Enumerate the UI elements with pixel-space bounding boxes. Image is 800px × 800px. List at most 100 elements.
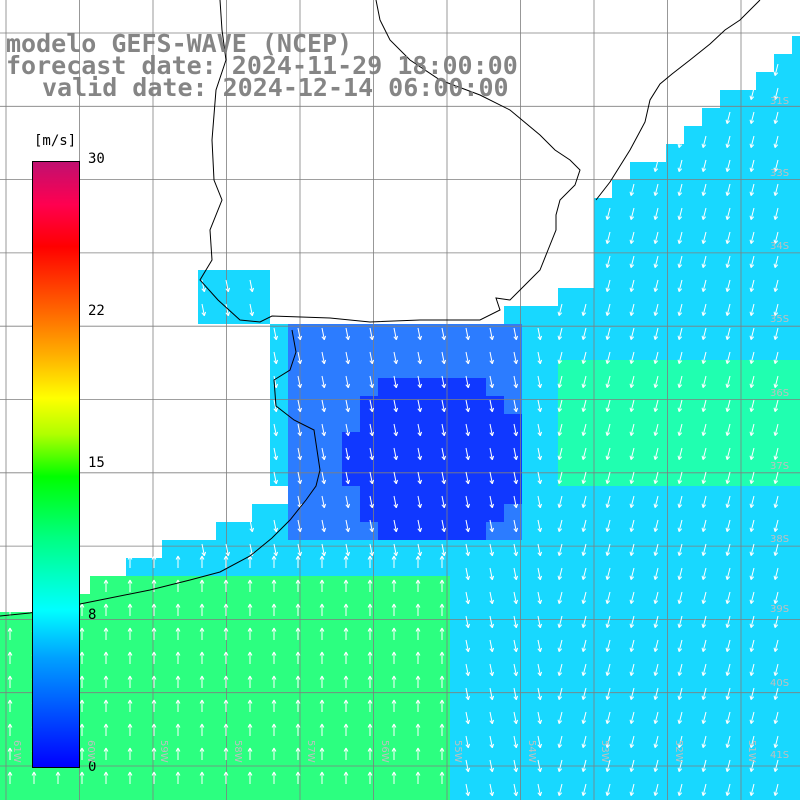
- wind-speed-cell: [198, 576, 216, 594]
- wind-speed-cell: [288, 792, 306, 800]
- wind-speed-cell: [252, 738, 270, 756]
- wind-speed-cell: [792, 198, 800, 216]
- wind-speed-cell: [126, 738, 144, 756]
- wind-speed-cell: [522, 324, 540, 342]
- wind-speed-cell: [378, 360, 396, 378]
- wind-speed-cell: [288, 612, 306, 630]
- wind-speed-cell: [216, 792, 234, 800]
- wind-speed-cell: [612, 630, 630, 648]
- wind-speed-cell: [450, 792, 468, 800]
- wind-arrow: [367, 771, 373, 784]
- wind-speed-cell: [216, 270, 234, 288]
- wind-arrow: [605, 543, 611, 556]
- wind-speed-cell: [324, 702, 342, 720]
- wind-speed-cell: [90, 702, 108, 720]
- wind-speed-field: [0, 36, 800, 800]
- wind-speed-cell: [486, 558, 504, 576]
- wind-speed-cell: [720, 360, 738, 378]
- wind-speed-cell: [612, 648, 630, 666]
- wind-arrow: [415, 675, 421, 688]
- wind-speed-cell: [234, 666, 252, 684]
- wind-arrow: [629, 399, 635, 412]
- wind-speed-cell: [414, 558, 432, 576]
- wind-arrow: [537, 495, 543, 509]
- wind-speed-cell: [774, 720, 792, 738]
- wind-speed-cell: [432, 576, 450, 594]
- wind-speed-cell: [540, 612, 558, 630]
- wind-speed-cell: [540, 486, 558, 504]
- wind-arrow: [369, 519, 375, 533]
- wind-speed-cell: [432, 432, 450, 450]
- wind-arrow: [773, 495, 779, 508]
- wind-speed-cell: [216, 558, 234, 576]
- wind-speed-cell: [738, 720, 756, 738]
- wind-speed-cell: [468, 666, 486, 684]
- wind-speed-cell: [630, 540, 648, 558]
- wind-speed-cell: [216, 288, 234, 306]
- wind-speed-cell: [414, 756, 432, 774]
- wind-arrow: [557, 567, 563, 580]
- wind-arrow: [247, 771, 253, 784]
- wind-speed-cell: [720, 288, 738, 306]
- wind-speed-cell: [522, 774, 540, 792]
- wind-arrow: [271, 651, 277, 664]
- wind-arrow: [513, 519, 519, 533]
- wind-arrow: [199, 675, 205, 688]
- wind-speed-cell: [702, 504, 720, 522]
- latitude-label: 34S: [770, 241, 790, 252]
- wind-speed-cell: [792, 396, 800, 414]
- wind-arrow: [367, 603, 373, 616]
- wind-speed-cell: [666, 216, 684, 234]
- wind-arrow: [773, 615, 779, 628]
- wind-arrow: [629, 759, 635, 772]
- wind-arrow: [369, 327, 375, 341]
- wind-speed-cell: [774, 198, 792, 216]
- wind-speed-cell: [756, 612, 774, 630]
- wind-speed-cell: [468, 432, 486, 450]
- wind-speed-cell: [774, 108, 792, 126]
- wind-speed-cell: [504, 450, 522, 468]
- wind-arrow: [297, 471, 303, 485]
- wind-speed-cell: [792, 576, 800, 594]
- wind-arrow: [175, 627, 181, 640]
- wind-speed-cell: [774, 540, 792, 558]
- wind-speed-cell: [684, 774, 702, 792]
- wind-arrow: [439, 555, 445, 568]
- wind-arrow: [439, 675, 445, 688]
- wind-speed-cell: [666, 504, 684, 522]
- wind-arrow: [415, 651, 421, 664]
- wind-speed-cell: [540, 360, 558, 378]
- wind-speed-cell: [360, 576, 378, 594]
- wind-speed-cell: [378, 486, 396, 504]
- wind-speed-cell: [576, 306, 594, 324]
- wind-speed-cell: [288, 558, 306, 576]
- wind-speed-cell: [342, 702, 360, 720]
- wind-speed-cell: [558, 432, 576, 450]
- wind-speed-cell: [414, 594, 432, 612]
- wind-speed-cell: [720, 702, 738, 720]
- wind-speed-cell: [396, 612, 414, 630]
- wind-speed-cell: [306, 576, 324, 594]
- wind-speed-cell: [630, 648, 648, 666]
- wind-speed-cell: [594, 486, 612, 504]
- wind-speed-cell: [90, 612, 108, 630]
- wind-arrow: [749, 159, 755, 172]
- wind-arrow: [773, 63, 779, 76]
- wind-arrow: [677, 759, 683, 772]
- wind-speed-cell: [594, 540, 612, 558]
- wind-speed-cell: [270, 792, 288, 800]
- wind-arrow: [465, 663, 471, 677]
- wind-arrow: [581, 495, 587, 508]
- wind-speed-cell: [738, 738, 756, 756]
- wind-arrow: [701, 423, 707, 436]
- wind-speed-cell: [414, 792, 432, 800]
- wind-arrow: [417, 543, 423, 557]
- wind-speed-cell: [486, 522, 504, 540]
- wind-arrow: [151, 771, 157, 784]
- wind-speed-cell: [432, 378, 450, 396]
- wind-arrow: [677, 687, 683, 700]
- wind-speed-cell: [216, 594, 234, 612]
- wind-speed-cell: [756, 720, 774, 738]
- wind-speed-cell: [630, 360, 648, 378]
- wind-arrow: [773, 351, 779, 364]
